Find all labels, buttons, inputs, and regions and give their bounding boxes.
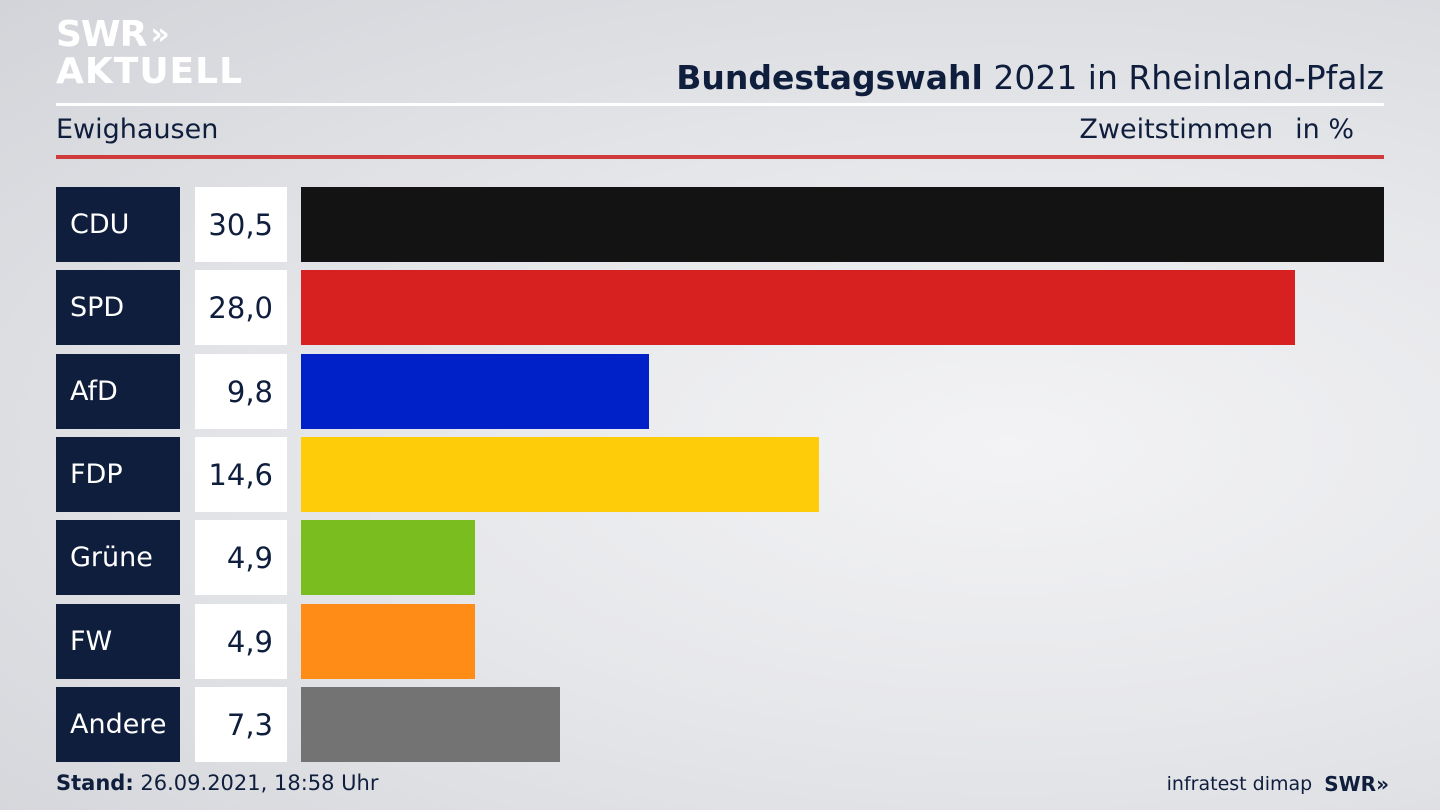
party-value-afd: 9,8 — [195, 354, 287, 429]
timestamp: Stand: 26.09.2021, 18:58 Uhr — [56, 771, 379, 795]
party-label-andere: Andere — [56, 687, 180, 762]
party-value-cdu: 30,5 — [195, 187, 287, 262]
header-divider — [56, 103, 1384, 106]
party-bar-fw — [301, 604, 475, 679]
party-bar-cdu — [301, 187, 1384, 262]
swr-aktuell-logo: SWR » AKTUELL — [56, 16, 243, 92]
page-title: Bundestagswahl 2021 in Rheinland-Pfalz — [676, 58, 1384, 97]
footer-brand-text: SWR — [1324, 772, 1377, 796]
logo-swr-text: SWR — [56, 14, 147, 55]
logo-aktuell-text: AKTUELL — [56, 51, 244, 92]
footer-swr-logo: SWR» — [1324, 772, 1389, 796]
source-label: infratest dimap — [1166, 773, 1313, 795]
party-value-andere: 7,3 — [195, 687, 287, 762]
location-label: Ewighausen — [56, 114, 219, 145]
party-value-fdp: 14,6 — [195, 437, 287, 512]
party-label-gruene: Grüne — [56, 520, 180, 595]
title-rest-part: 2021 in Rheinland-Pfalz — [982, 58, 1384, 97]
party-label-fdp: FDP — [56, 437, 180, 512]
party-value-gruene: 4,9 — [195, 520, 287, 595]
party-label-afd: AfD — [56, 354, 180, 429]
party-bar-gruene — [301, 520, 475, 595]
party-bar-afd — [301, 354, 649, 429]
stand-label: Stand: — [56, 771, 134, 795]
party-bar-andere — [301, 687, 560, 762]
vote-type-text: Zweitstimmen — [1079, 114, 1274, 145]
party-bar-fdp — [301, 437, 819, 512]
vote-type-label: Zweitstimmen in % — [1079, 114, 1354, 145]
party-value-fw: 4,9 — [195, 604, 287, 679]
unit-text: in % — [1295, 114, 1354, 145]
stand-value: 26.09.2021, 18:58 Uhr — [133, 771, 379, 795]
party-value-spd: 28,0 — [195, 270, 287, 345]
accent-divider — [56, 155, 1384, 159]
party-label-fw: FW — [56, 604, 180, 679]
party-bar-spd — [301, 270, 1295, 345]
party-label-spd: SPD — [56, 270, 180, 345]
footer-chevron-icon: » — [1376, 772, 1389, 796]
party-label-cdu: CDU — [56, 187, 180, 262]
footer-credits: infratest dimap SWR» — [1166, 772, 1389, 796]
title-bold-part: Bundestagswahl — [676, 58, 983, 97]
